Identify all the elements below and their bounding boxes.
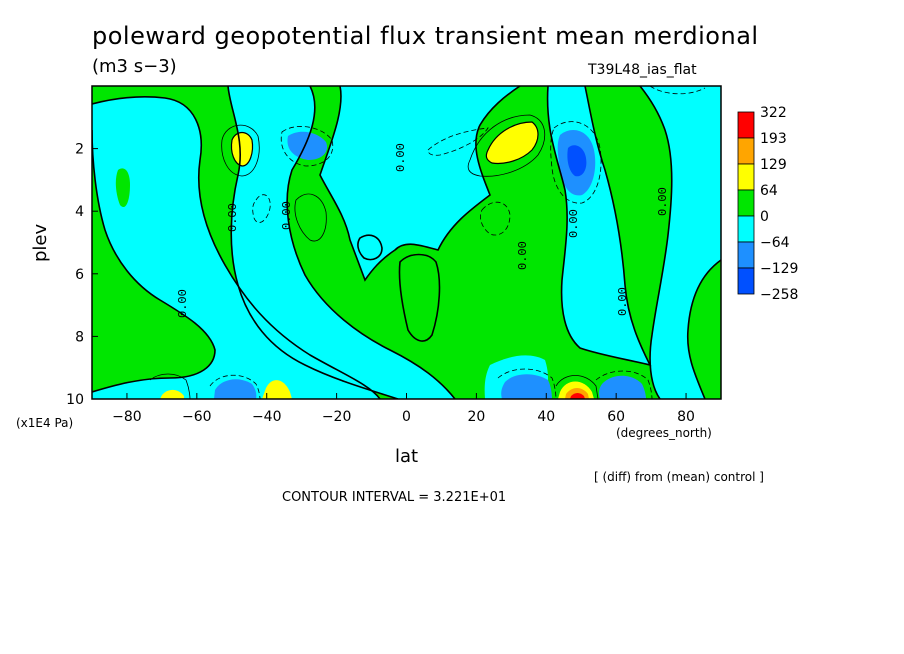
zero-contour-line <box>546 86 652 367</box>
contour-label: 0.00 <box>176 289 190 318</box>
positive-max-nh-upper <box>486 122 538 164</box>
colorbar-label: 129 <box>760 157 787 173</box>
chart-units: (m3 s−3) <box>92 56 177 77</box>
strong-negative-nh-lower-b <box>598 375 646 399</box>
x-axis-units: (degrees_north) <box>616 426 712 440</box>
colorbar-swatch <box>737 267 755 295</box>
y-axis-label: plev <box>30 223 51 262</box>
contour-label: 0.00 <box>280 201 294 230</box>
max-positive-nh-lower <box>570 393 585 399</box>
zero-contour-line <box>92 96 381 399</box>
positive-island-sh-polar <box>115 168 130 208</box>
zero-contour-line <box>227 86 399 399</box>
negative-contour-line <box>209 374 261 399</box>
zero-contour-line <box>92 129 216 393</box>
negative-region-tropics <box>320 86 520 280</box>
comparison-note: [ (diff) from (mean) control ] <box>594 470 764 484</box>
very-negative-nh-upper <box>567 145 587 177</box>
colorbar-label: 193 <box>760 131 787 147</box>
zero-contour-line <box>686 259 721 399</box>
colorbar: 322 193 129 64 0 −64 −129 −258 <box>737 105 798 303</box>
negative-contour-line <box>427 127 489 156</box>
x-tick-label: −20 <box>322 409 352 425</box>
contour-line <box>467 114 546 177</box>
y-tick-label: 2 <box>75 142 84 158</box>
x-tick-label: −40 <box>252 409 282 425</box>
positive-max-sh-lower-a <box>160 389 184 399</box>
x-axis-label: lat <box>395 446 419 467</box>
contour-interval: CONTOUR INTERVAL = 3.221E+01 <box>282 490 507 505</box>
negative-contour-line <box>480 201 511 236</box>
contour-labels: 0.00 0.00 0.00 0.00 0.00 0.00 0.00 0.00 <box>176 143 670 318</box>
colorbar-swatch <box>737 241 755 269</box>
zero-contour-line <box>357 234 383 261</box>
negative-contour-line <box>497 368 557 399</box>
contour-label: 0.00 <box>226 203 240 232</box>
zero-contour-line <box>319 86 521 282</box>
y-tick-label: 10 <box>66 392 84 408</box>
colorbar-label: −64 <box>760 235 790 251</box>
colorbar-label: −258 <box>760 287 798 303</box>
colorbar-label: −129 <box>760 261 798 277</box>
x-axis: −80 −60 −40 −20 0 20 40 60 80 <box>112 393 695 425</box>
contour-line <box>221 124 260 177</box>
y-axis: 2 4 6 8 10 <box>66 142 98 408</box>
x-tick-label: 40 <box>537 409 555 425</box>
x-tick-label: 20 <box>467 409 485 425</box>
chart-title: poleward geopotential flux transient mea… <box>92 22 759 50</box>
x-tick-label: −80 <box>112 409 142 425</box>
colorbar-swatch <box>737 163 755 191</box>
x-tick-label: 80 <box>677 409 695 425</box>
negative-region-nh-polar <box>640 86 721 399</box>
negative-contour-line <box>649 86 706 95</box>
negative-region-sh-polar <box>92 96 380 399</box>
colorbar-swatch <box>737 189 755 217</box>
colorbar-swatch <box>737 215 755 243</box>
negative-contour-line <box>280 126 334 167</box>
contour-line <box>294 193 327 242</box>
contour-line <box>485 121 539 165</box>
zero-contour-line <box>639 86 673 399</box>
y-tick-label: 8 <box>75 329 84 345</box>
contour-lines <box>92 86 721 399</box>
strong-negative-sh-lower <box>214 379 257 399</box>
dataset-label: T39L48_ias_flat <box>588 62 697 78</box>
negative-contour-line <box>550 121 602 204</box>
negative-region-small-eq <box>357 235 382 260</box>
negative-contour-line <box>252 194 271 223</box>
contour-line <box>555 375 599 399</box>
contour-fill-layer <box>92 86 721 399</box>
y-tick-label: 6 <box>75 267 84 283</box>
contour-label: 0.00 <box>516 241 530 270</box>
strong-negative-nh-lower-a <box>501 374 552 399</box>
colorbar-label: 322 <box>760 105 787 121</box>
negative-region-sh-mid <box>228 86 455 399</box>
negative-contour-line <box>595 370 653 399</box>
zero-contour-line <box>286 86 456 399</box>
positive-max-sh-lower-b <box>262 380 292 399</box>
y-tick-label: 4 <box>75 204 84 220</box>
contour-line <box>149 373 191 399</box>
colorbar-swatch <box>737 111 755 139</box>
x-tick-label: −60 <box>182 409 212 425</box>
contour-label: 0.00 <box>567 209 581 238</box>
contour-label: 0.00 <box>656 187 670 216</box>
positive-max-sh-upper <box>231 132 253 166</box>
colorbar-label: 0 <box>760 209 769 225</box>
positive-island-eq <box>399 254 440 342</box>
zero-contour-line <box>398 253 441 342</box>
colorbar-label: 64 <box>760 183 778 199</box>
contour-label: 0.00 <box>394 143 408 172</box>
x-tick-label: 60 <box>607 409 625 425</box>
strong-negative-sh-upper <box>287 131 328 160</box>
contour-line <box>230 131 254 167</box>
colorbar-swatch <box>737 137 755 165</box>
y-axis-units: (x1E4 Pa) <box>16 416 74 430</box>
x-tick-label: 0 <box>402 409 411 425</box>
contour-label: 0.00 <box>616 287 630 316</box>
